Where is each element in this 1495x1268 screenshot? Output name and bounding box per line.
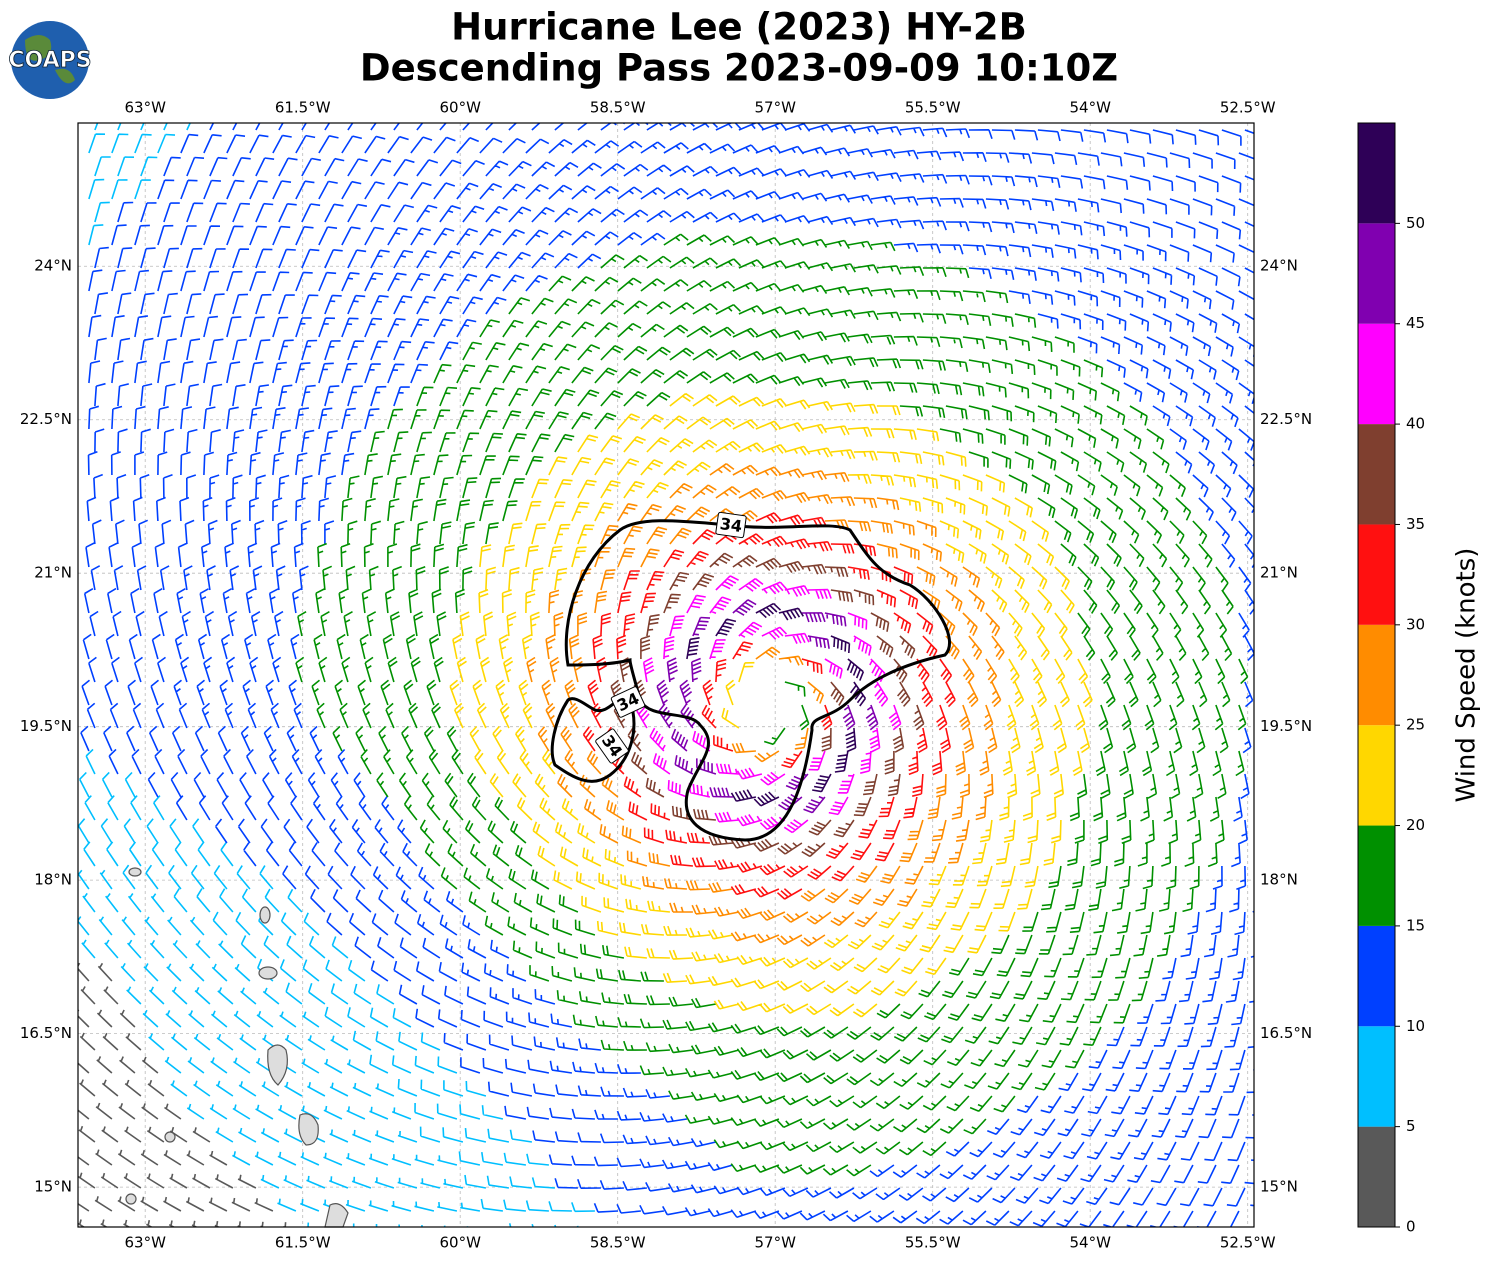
- x-tick-label: 58.5°W: [590, 1234, 646, 1252]
- colorbar-tick-label: 15: [1406, 916, 1425, 934]
- wind-barb-group: [610, 552, 925, 858]
- x-tick-label: 63°W: [124, 99, 166, 117]
- colorbar-tick-label: 5: [1406, 1117, 1416, 1135]
- island: [164, 1131, 176, 1143]
- y-tick-label: 24°N: [1260, 257, 1298, 275]
- map-frame: [77, 122, 1255, 1228]
- colorbar-bin: [1358, 1026, 1395, 1127]
- colorbar-bin: [1358, 825, 1395, 926]
- colorbar-tick-label: 20: [1406, 816, 1425, 834]
- island: [324, 1203, 349, 1228]
- title: Descending Pass 2023-09-09 10:10Z: [360, 47, 1118, 90]
- colorbar-tick-label: 25: [1406, 716, 1425, 734]
- logo-land: [25, 35, 75, 84]
- colorbar-frame: [1357, 122, 1396, 1228]
- island: [128, 867, 142, 877]
- x-tick-label: 63°W: [124, 1234, 166, 1252]
- y-tick-label: 24°N: [34, 257, 72, 275]
- x-tick-label: 57°W: [754, 99, 796, 117]
- islands: [125, 867, 349, 1228]
- y-tick-label: 16.5°N: [1260, 1024, 1312, 1042]
- island: [298, 1113, 319, 1146]
- x-tick-label: 61.5°W: [275, 99, 331, 117]
- colorbar-tick-label: 30: [1406, 615, 1425, 633]
- island: [267, 1044, 288, 1086]
- contour-label-box: [610, 686, 646, 718]
- colorbar-bin: [1358, 925, 1395, 1027]
- colorbar-tick-label: 0: [1406, 1218, 1416, 1236]
- x-tick-label: 55.5°W: [905, 1234, 961, 1252]
- wind-barb-group: [656, 599, 879, 814]
- title: Hurricane Lee (2023) HY-2B: [451, 6, 1027, 49]
- colorbar-tick-label: 45: [1406, 314, 1425, 332]
- colorbar: 0 5 10 15 20 25 30 35 40 45 50: [1357, 122, 1425, 1236]
- x-tick-label: 60°W: [439, 1234, 481, 1252]
- island: [125, 1193, 137, 1205]
- wind-barb-group: [78, 962, 287, 1227]
- colorbar-bin: [1358, 1126, 1395, 1227]
- y-tick-label: 22.5°N: [1260, 410, 1312, 428]
- island: [258, 966, 278, 980]
- x-tick-label: 52.5°W: [1220, 99, 1276, 117]
- y-tick-label: 21°N: [1260, 564, 1298, 582]
- colorbar-label: Wind Speed (knots): [1452, 548, 1482, 803]
- x-tick-label: 61.5°W: [275, 1234, 331, 1252]
- wind-barb-group: [295, 233, 1249, 1177]
- y-tick-label: 19.5°N: [1260, 717, 1312, 735]
- y-tick-label: 16.5°N: [20, 1024, 72, 1042]
- y-tick-label: 22.5°N: [20, 410, 72, 428]
- y-tick-label: 21°N: [34, 564, 72, 582]
- contour-label: 34: [719, 514, 744, 536]
- colorbar-bin: [1358, 424, 1395, 525]
- contour-label-box: [715, 511, 747, 539]
- logo-text: COAPS: [8, 48, 91, 73]
- y-tick-label: 15°N: [34, 1178, 72, 1196]
- y-tick-label: 18°N: [1260, 871, 1298, 889]
- y-tick-label: 19.5°N: [20, 717, 72, 735]
- x-tick-label: 55.5°W: [905, 99, 961, 117]
- colorbar-tick-label: 50: [1406, 214, 1425, 232]
- x-tick-label: 54°W: [1069, 99, 1111, 117]
- colorbar-tick-label: 35: [1406, 515, 1425, 533]
- wind-barb-group: [636, 575, 902, 834]
- wind-barb-group: [686, 602, 867, 807]
- x-tick-label: 52.5°W: [1220, 1234, 1276, 1252]
- wind-barb-group: [80, 123, 1254, 1227]
- island: [259, 906, 271, 924]
- wind-barb-group: [526, 463, 1005, 947]
- x-tick-label: 60°W: [439, 99, 481, 117]
- colorbar-bin: [1358, 223, 1395, 324]
- colorbar-bin: [1358, 123, 1395, 224]
- colorbar-tick-label: 10: [1406, 1017, 1425, 1035]
- colorbar-bin: [1358, 524, 1395, 625]
- colorbar-bin: [1358, 624, 1395, 726]
- x-tick-label: 58.5°W: [590, 99, 646, 117]
- y-tick-label: 18°N: [34, 871, 72, 889]
- colorbar-bin: [1358, 725, 1395, 826]
- colorbar-tick-label: 40: [1406, 415, 1425, 433]
- logo: COAPS: [8, 21, 92, 99]
- contour-label-box: [595, 728, 629, 764]
- wind-barb-group: [449, 392, 1093, 1018]
- colorbar-bin: [1358, 323, 1395, 425]
- x-tick-label: 57°W: [754, 1234, 796, 1252]
- x-tick-label: 54°W: [1069, 1234, 1111, 1252]
- wind-barbs: [78, 123, 1254, 1227]
- wind-barb-group: [78, 123, 595, 1227]
- y-tick-label: 15°N: [1260, 1178, 1298, 1196]
